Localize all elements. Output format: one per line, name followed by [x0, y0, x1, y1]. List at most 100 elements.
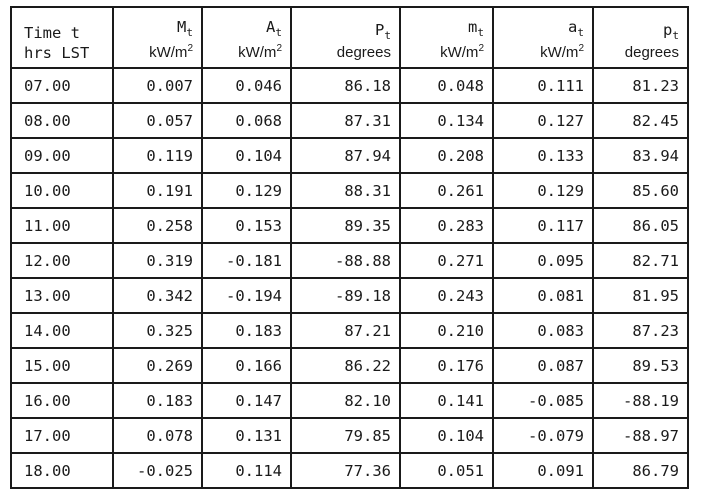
value-cell: 87.31: [290, 102, 401, 139]
value-cell: 0.048: [399, 67, 494, 104]
header-mt-subscript: t: [477, 26, 484, 39]
value-cell: 0.183: [201, 312, 292, 349]
table-row: 09.00 0.119 0.104 87.94 0.208 0.133 83.94: [10, 137, 689, 174]
value-cell: 0.081: [492, 277, 594, 314]
value-cell: 0.083: [492, 312, 594, 349]
table-row: 11.00 0.258 0.153 89.35 0.283 0.117 86.05: [10, 207, 689, 244]
value-cell: 87.23: [592, 312, 689, 349]
time-cell: 18.00: [10, 452, 114, 489]
value-cell: -0.025: [112, 452, 203, 489]
value-cell: 86.79: [592, 452, 689, 489]
table-row: 13.00 0.342 -0.194 -89.18 0.243 0.081 81.95: [10, 277, 689, 314]
value-cell: 0.117: [492, 207, 594, 244]
table-row: 08.00 0.057 0.068 87.31 0.134 0.127 82.45: [10, 102, 689, 139]
value-cell: 0.104: [201, 137, 292, 174]
time-cell: 13.00: [10, 277, 114, 314]
value-cell: 0.283: [399, 207, 494, 244]
value-cell: 0.191: [112, 172, 203, 209]
value-cell: 0.243: [399, 277, 494, 314]
table-row: 14.00 0.325 0.183 87.21 0.210 0.083 87.23: [10, 312, 689, 349]
header-mt: mt kW/m2: [399, 6, 494, 69]
value-cell: -88.88: [290, 242, 401, 279]
value-cell: 0.078: [112, 417, 203, 454]
value-cell: 0.129: [492, 172, 594, 209]
time-cell: 10.00: [10, 172, 114, 209]
value-cell: 86.22: [290, 347, 401, 384]
header-mt-unit: kW/m2: [440, 43, 484, 61]
header-Pt-symbol: P: [375, 21, 385, 39]
value-cell: 77.36: [290, 452, 401, 489]
value-cell: 0.258: [112, 207, 203, 244]
value-cell: 0.091: [492, 452, 594, 489]
value-cell: 81.23: [592, 67, 689, 104]
header-at: at kW/m2: [492, 6, 594, 69]
value-cell: 0.325: [112, 312, 203, 349]
value-cell: 0.046: [201, 67, 292, 104]
value-cell: 86.05: [592, 207, 689, 244]
value-cell: 0.131: [201, 417, 292, 454]
value-cell: 85.60: [592, 172, 689, 209]
value-cell: 0.153: [201, 207, 292, 244]
value-cell: 0.147: [201, 382, 292, 419]
value-cell: 82.71: [592, 242, 689, 279]
time-cell: 08.00: [10, 102, 114, 139]
value-cell: 0.111: [492, 67, 594, 104]
header-Pt-subscript: t: [384, 29, 391, 42]
header-Mt-subscript: t: [186, 26, 193, 39]
table-row: 17.00 0.078 0.131 79.85 0.104 -0.079 -88.97: [10, 417, 689, 454]
value-cell: 89.53: [592, 347, 689, 384]
value-cell: 87.21: [290, 312, 401, 349]
value-cell: -89.18: [290, 277, 401, 314]
header-Pt-unit: degrees: [336, 44, 391, 61]
value-cell: 0.095: [492, 242, 594, 279]
value-cell: 81.95: [592, 277, 689, 314]
table-row: 16.00 0.183 0.147 82.10 0.141 -0.085 -88.19: [10, 382, 689, 419]
value-cell: 0.210: [399, 312, 494, 349]
value-cell: 0.183: [112, 382, 203, 419]
value-cell: 86.18: [290, 67, 401, 104]
value-cell: 0.129: [201, 172, 292, 209]
table-row: 10.00 0.191 0.129 88.31 0.261 0.129 85.60: [10, 172, 689, 209]
value-cell: 0.134: [399, 102, 494, 139]
header-row: Time t hrs LST Mt kW/m2 At kW/m2 Pt degr…: [10, 6, 689, 69]
value-cell: 0.319: [112, 242, 203, 279]
header-at-unit: kW/m2: [540, 43, 584, 61]
header-time-label: Time t: [24, 24, 80, 42]
value-cell: -0.079: [492, 417, 594, 454]
value-cell: 0.208: [399, 137, 494, 174]
header-at-symbol: a: [568, 18, 578, 36]
time-cell: 15.00: [10, 347, 114, 384]
value-cell: 79.85: [290, 417, 401, 454]
time-cell: 14.00: [10, 312, 114, 349]
data-table: Time t hrs LST Mt kW/m2 At kW/m2 Pt degr…: [10, 6, 689, 489]
value-cell: 0.104: [399, 417, 494, 454]
header-time: Time t hrs LST: [10, 6, 114, 69]
table-row: 12.00 0.319 -0.181 -88.88 0.271 0.095 82.71: [10, 242, 689, 279]
value-cell: -88.19: [592, 382, 689, 419]
value-cell: 0.057: [112, 102, 203, 139]
value-cell: 89.35: [290, 207, 401, 244]
value-cell: 0.119: [112, 137, 203, 174]
value-cell: 83.94: [592, 137, 689, 174]
value-cell: -0.181: [201, 242, 292, 279]
header-time-unit: hrs LST: [24, 44, 90, 62]
value-cell: 88.31: [290, 172, 401, 209]
value-cell: 82.45: [592, 102, 689, 139]
value-cell: 0.261: [399, 172, 494, 209]
value-cell: -0.194: [201, 277, 292, 314]
value-cell: 0.114: [201, 452, 292, 489]
header-pt-symbol: p: [663, 21, 673, 39]
header-At-subscript: t: [275, 26, 282, 39]
value-cell: 0.007: [112, 67, 203, 104]
value-cell: 0.166: [201, 347, 292, 384]
value-cell: 82.10: [290, 382, 401, 419]
value-cell: 0.269: [112, 347, 203, 384]
header-Pt: Pt degrees: [290, 6, 401, 69]
value-cell: 0.141: [399, 382, 494, 419]
header-At: At kW/m2: [201, 6, 292, 69]
value-cell: 0.068: [201, 102, 292, 139]
header-pt: pt degrees: [592, 6, 689, 69]
time-cell: 11.00: [10, 207, 114, 244]
value-cell: 0.176: [399, 347, 494, 384]
table-row: 07.00 0.007 0.046 86.18 0.048 0.111 81.23: [10, 67, 689, 104]
